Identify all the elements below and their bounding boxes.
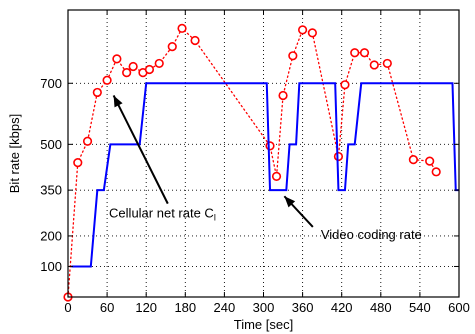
series-cellular-point (102, 75, 112, 85)
annotation-video-label: Video coding rate (321, 227, 422, 242)
x-tick-label: 300 (253, 300, 275, 315)
series-cellular-point (122, 67, 132, 78)
series-cellular-point (265, 141, 275, 151)
series-cellular-point (112, 54, 122, 64)
series-cellular-point (82, 136, 93, 146)
series-cellular-point (359, 48, 370, 58)
y-tick-label: 200 (40, 228, 62, 243)
series-cellular-point (271, 171, 282, 181)
annotation-video-arrowhead (284, 196, 296, 208)
x-tick-label: 360 (292, 300, 314, 315)
series-cellular-point (369, 60, 379, 70)
annotation-subscript: l (214, 213, 216, 223)
series-cellular-point (73, 158, 83, 168)
plot-frame (67, 9, 460, 298)
series-cellular-point (350, 48, 360, 58)
x-axis-title: Time [sec] (234, 317, 293, 332)
x-tick-label: 480 (370, 300, 392, 315)
series-cellular-line (67, 27, 437, 298)
x-tick-label: 600 (448, 300, 470, 315)
series-cellular-point (340, 80, 350, 90)
series-video-line (71, 82, 459, 268)
annotations: Cellular net rate Cl Video coding rate (109, 95, 422, 242)
y-tick-label: 500 (40, 137, 62, 152)
x-tick-label: 240 (214, 300, 236, 315)
y-tick-label: 100 (40, 259, 62, 274)
series-cellular-point (382, 58, 392, 69)
series-cellular-point (167, 42, 177, 52)
series-cellular-point (92, 87, 102, 98)
y-tick-label: 350 (40, 183, 62, 198)
plot-series (63, 23, 459, 302)
y-axis-title: Bit rate [kbps] (7, 114, 22, 193)
series-cellular-point (431, 167, 441, 177)
series-cellular-point (144, 64, 155, 75)
annotation-cellular-label: Cellular net rate Cl (109, 206, 216, 223)
x-tick-label: 60 (100, 300, 114, 315)
x-tick-label: 0 (64, 300, 71, 315)
series-cellular-point (177, 23, 187, 33)
grid (68, 10, 459, 297)
series-cellular-point (128, 61, 138, 72)
series-cellular-point (154, 58, 164, 69)
series-cellular-point (190, 35, 200, 46)
series-cellular-point (425, 156, 435, 166)
series-cellular-point (288, 51, 298, 61)
ticks: 0 60 120 180 240 300 360 420 480 540 600 100 200 350 5… (40, 10, 470, 315)
x-tick-label: 120 (135, 300, 157, 315)
series-cellular-point (278, 90, 288, 101)
y-tick-label: 700 (40, 76, 62, 91)
x-tick-label: 540 (409, 300, 431, 315)
x-tick-label: 180 (174, 300, 196, 315)
series-cellular-point (298, 25, 308, 35)
annotation-cellular-arrow (112, 95, 169, 205)
x-tick-label: 420 (331, 300, 353, 315)
annotation-cellular-arrowhead (113, 95, 123, 108)
series-cellular-point (307, 28, 317, 38)
series-cellular-point (408, 155, 418, 165)
